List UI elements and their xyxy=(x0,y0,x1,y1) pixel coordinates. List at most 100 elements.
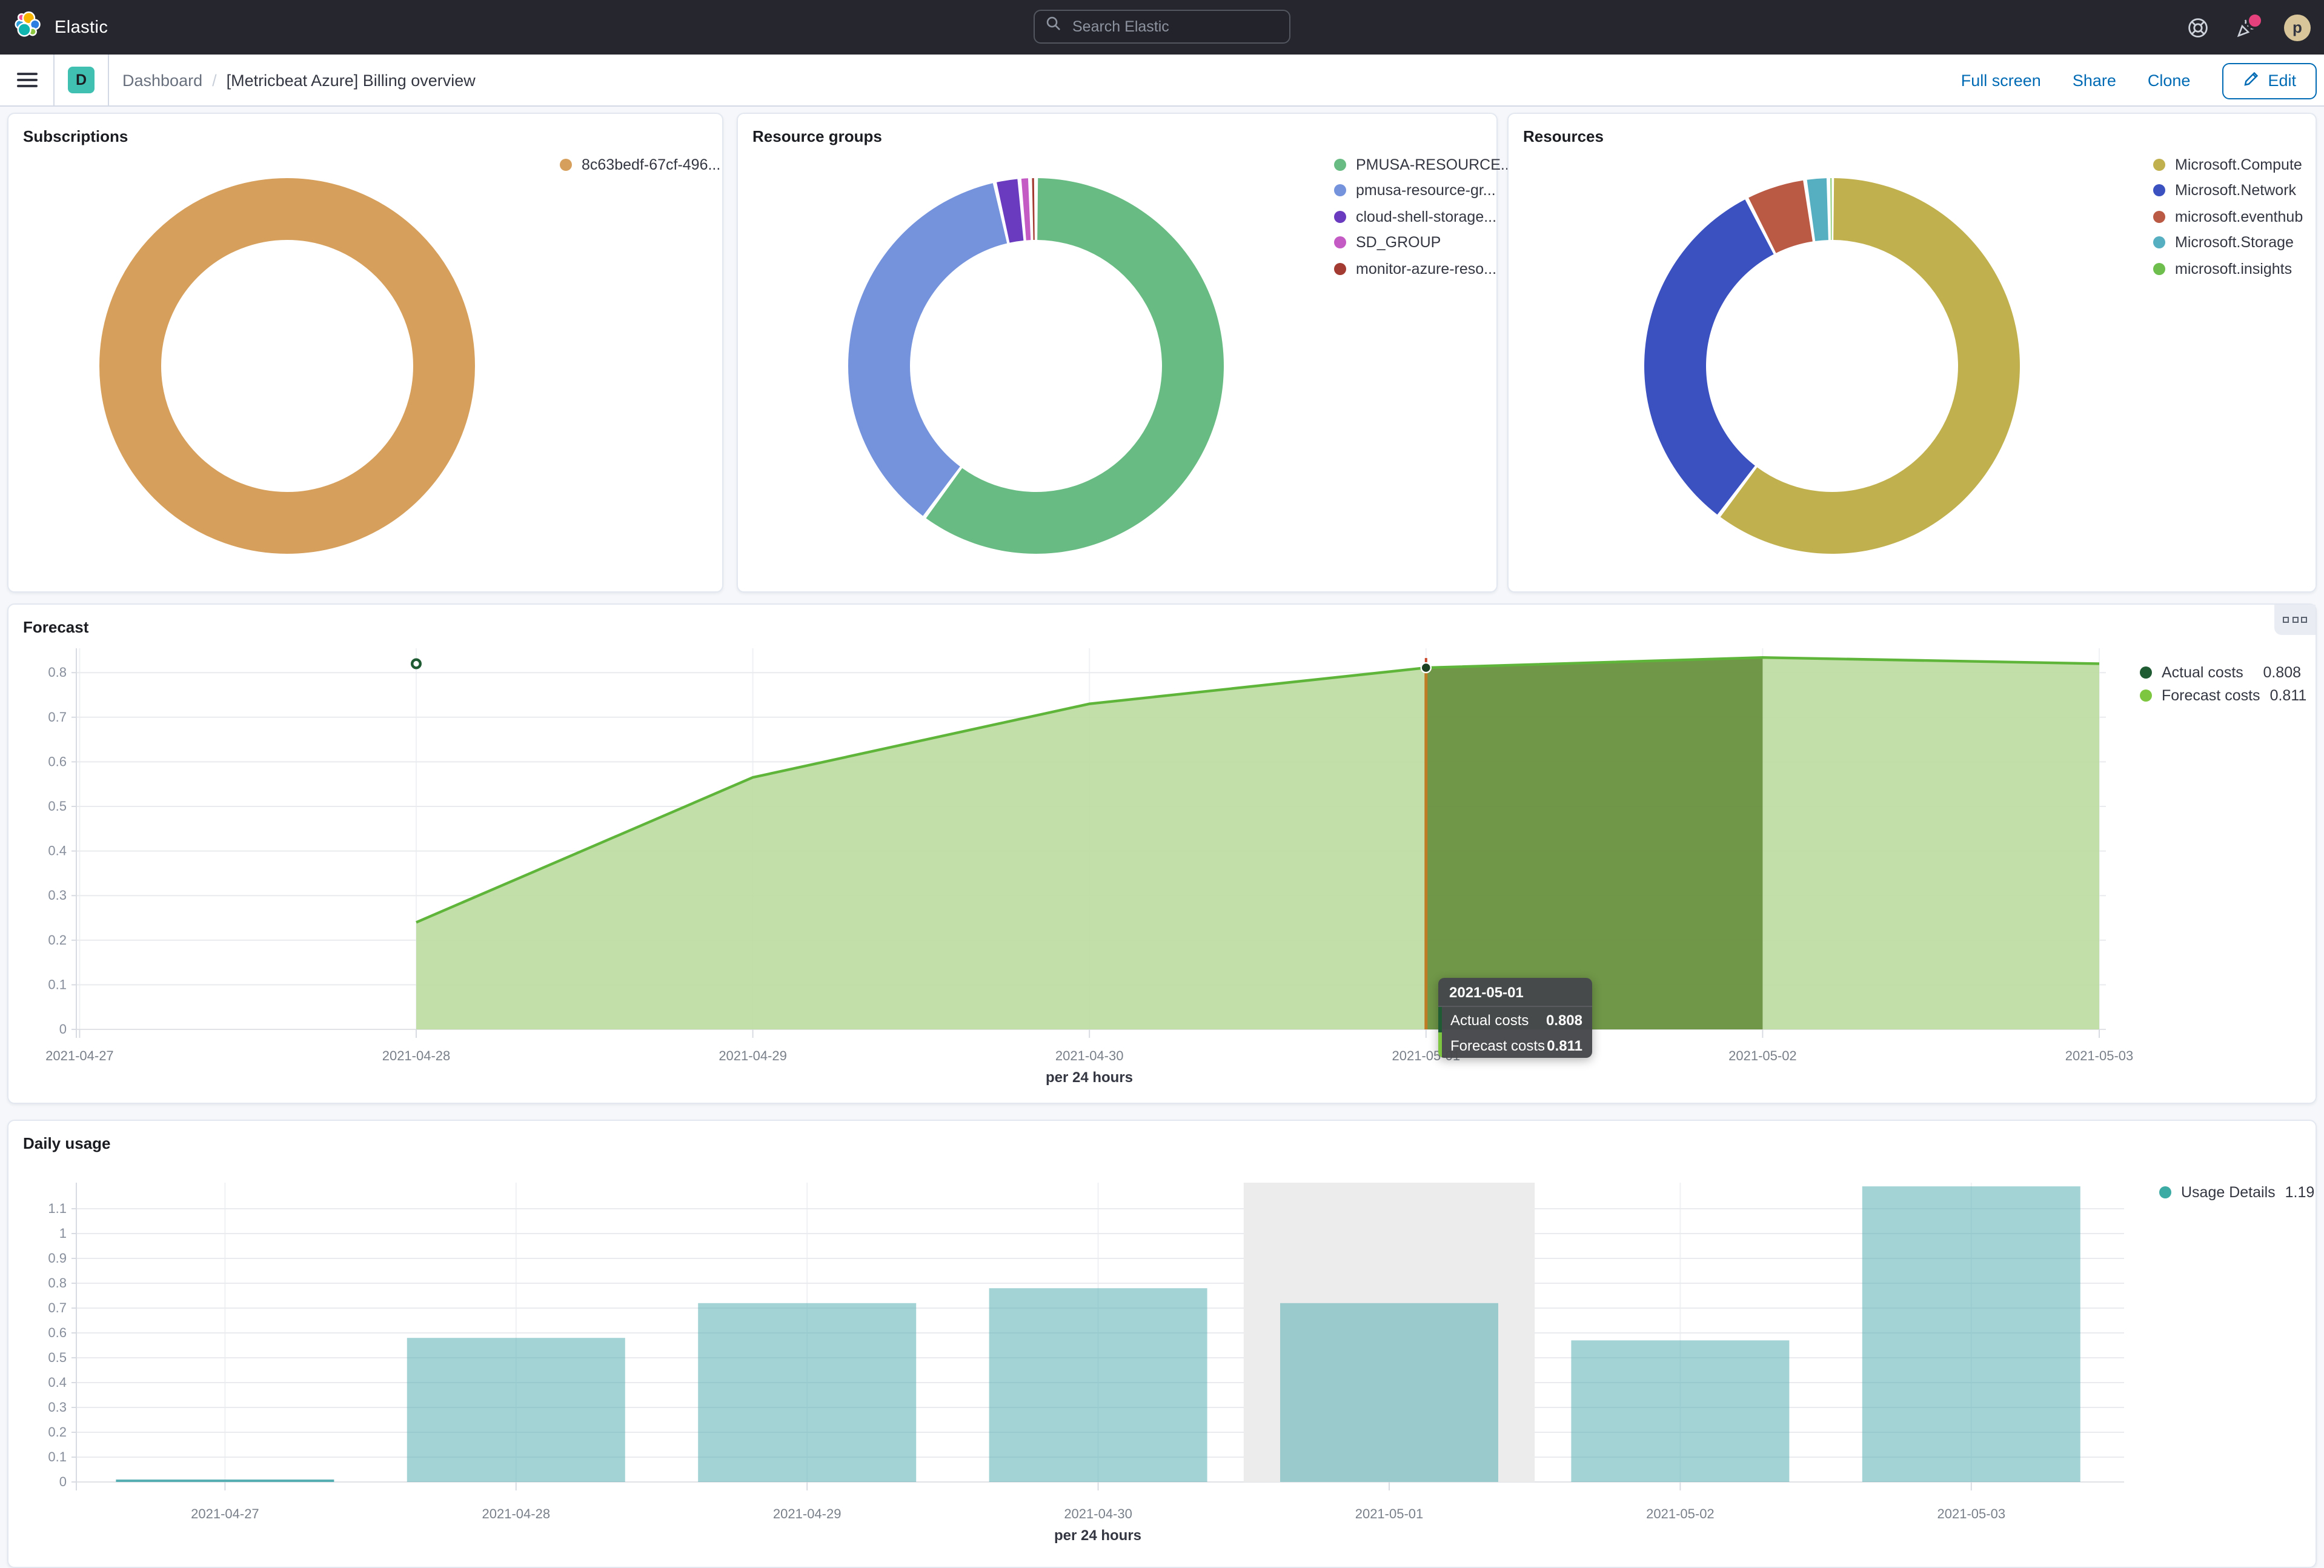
svg-text:2021-04-28: 2021-04-28 xyxy=(382,1048,451,1063)
legend-item[interactable]: pmusa-resource-gr... xyxy=(1334,178,1513,204)
user-avatar[interactable]: p xyxy=(2284,14,2311,41)
svg-text:0.9: 0.9 xyxy=(48,1251,67,1266)
tooltip-label: Forecast costs xyxy=(1450,1037,1545,1054)
svg-text:0.5: 0.5 xyxy=(48,1350,67,1365)
app-header: Elastic xyxy=(0,0,2324,55)
legend-color-dot xyxy=(1334,158,1346,171)
svg-text:0.4: 0.4 xyxy=(48,1375,67,1390)
legend-color-dot xyxy=(2153,184,2165,197)
svg-text:0: 0 xyxy=(59,1474,67,1489)
legend-color-dot xyxy=(1334,210,1346,223)
legend-label: microsoft.insights xyxy=(2175,260,2292,277)
legend-item[interactable]: Microsoft.Storage xyxy=(2153,230,2303,256)
svg-text:0.8: 0.8 xyxy=(48,665,67,680)
legend-color-dot xyxy=(2153,158,2165,171)
legend-label: Usage Details xyxy=(2181,1183,2276,1201)
edit-button[interactable]: Edit xyxy=(2222,62,2317,99)
legend-color-dot xyxy=(2140,689,2152,702)
svg-text:per 24 hours: per 24 hours xyxy=(1054,1527,1141,1544)
chart-legend: PMUSA-RESOURCE... pmusa-resource-gr... clo… xyxy=(1334,151,1513,282)
subscriptions-donut-chart[interactable] xyxy=(8,114,725,594)
legend-item[interactable]: 8c63bedf-67cf-496... xyxy=(560,151,720,178)
svg-text:0.2: 0.2 xyxy=(48,932,67,948)
legend-label: 8c63bedf-67cf-496... xyxy=(582,156,721,173)
legend-color-dot xyxy=(560,158,572,171)
chart-legend: Usage Details 1.19 xyxy=(2159,1180,2314,1204)
legend-item[interactable]: SD_GROUP xyxy=(1334,230,1513,256)
share-button[interactable]: Share xyxy=(2072,71,2116,90)
svg-text:0.8: 0.8 xyxy=(48,1275,67,1291)
svg-text:0.2: 0.2 xyxy=(48,1424,67,1440)
svg-text:2021-04-28: 2021-04-28 xyxy=(482,1506,551,1521)
page-title: [Metricbeat Azure] Billing overview xyxy=(226,71,476,89)
legend-item[interactable]: Microsoft.Network xyxy=(2153,178,2303,204)
chart-legend: Actual costs 0.808 Forecast costs 0.811 xyxy=(2140,660,2306,708)
svg-text:2021-04-27: 2021-04-27 xyxy=(191,1506,259,1521)
panel-title: Resource groups xyxy=(752,127,882,145)
breadcrumb-dashboard[interactable]: Dashboard xyxy=(122,71,203,89)
legend-label: SD_GROUP xyxy=(1356,234,1441,251)
search-input[interactable] xyxy=(1070,17,1278,36)
legend-color-dot xyxy=(2153,210,2165,223)
legend-item[interactable]: Forecast costs 0.811 xyxy=(2140,684,2306,708)
legend-label: Actual costs xyxy=(2162,663,2243,681)
legend-item[interactable]: cloud-shell-storage... xyxy=(1334,204,1513,230)
legend-label: microsoft.eventhub xyxy=(2175,208,2303,225)
legend-label: Forecast costs xyxy=(2162,687,2260,705)
svg-text:0.3: 0.3 xyxy=(48,888,67,903)
svg-text:0.7: 0.7 xyxy=(48,1300,67,1315)
svg-text:0.4: 0.4 xyxy=(48,843,67,859)
legend-color-dot xyxy=(2153,236,2165,249)
panel-daily-usage: Daily usage 0 0.1 0.2 0.3 0.4 0.5 0.6 0.7 0.8 0.9… xyxy=(7,1120,2317,1568)
svg-text:2021-05-02: 2021-05-02 xyxy=(1646,1506,1715,1521)
svg-text:0.3: 0.3 xyxy=(48,1400,67,1415)
forecast-area-chart[interactable]: 0 0.1 0.2 0.3 0.4 0.5 0.6 0.7 0.8 2021-04-27 2021-… xyxy=(8,605,2318,1105)
svg-text:2021-04-30: 2021-04-30 xyxy=(1064,1506,1132,1521)
svg-text:0.6: 0.6 xyxy=(48,1325,67,1340)
divider xyxy=(108,54,109,106)
svg-text:per 24 hours: per 24 hours xyxy=(1046,1069,1133,1086)
full-screen-button[interactable]: Full screen xyxy=(1960,71,2041,90)
svg-text:2021-05-01: 2021-05-01 xyxy=(1355,1506,1424,1521)
panel-title: Forecast xyxy=(23,618,89,636)
svg-text:0: 0 xyxy=(59,1022,67,1037)
tooltip-date: 2021-05-01 xyxy=(1438,978,1592,1007)
svg-text:0.1: 0.1 xyxy=(48,1449,67,1464)
resource-groups-donut-chart[interactable] xyxy=(738,114,1499,594)
legend-label: pmusa-resource-gr... xyxy=(1356,182,1496,199)
global-search[interactable] xyxy=(1034,10,1290,44)
brand: Elastic xyxy=(0,9,108,45)
legend-label: cloud-shell-storage... xyxy=(1356,208,1497,225)
legend-item[interactable]: microsoft.eventhub xyxy=(2153,204,2303,230)
svg-text:2021-05-02: 2021-05-02 xyxy=(1728,1048,1797,1063)
menu-hamburger-icon[interactable] xyxy=(17,72,38,88)
tooltip-label: Actual costs xyxy=(1450,1011,1529,1028)
resources-donut-chart[interactable] xyxy=(1509,114,2318,594)
space-avatar[interactable]: D xyxy=(68,67,95,93)
clone-button[interactable]: Clone xyxy=(2147,71,2191,90)
tooltip-row: Forecast costs 0.811 xyxy=(1438,1032,1592,1058)
legend-item[interactable]: PMUSA-RESOURCE... xyxy=(1334,151,1513,178)
legend-color-dot xyxy=(2140,666,2152,679)
legend-item[interactable]: microsoft.insights xyxy=(2153,256,2303,282)
legend-item[interactable]: Microsoft.Compute xyxy=(2153,151,2303,178)
newsfeed-party-popper-icon[interactable] xyxy=(2236,12,2263,38)
svg-text:1.1: 1.1 xyxy=(48,1201,67,1216)
legend-item[interactable]: Usage Details 1.19 xyxy=(2159,1180,2314,1204)
panel-options-icon[interactable] xyxy=(2274,605,2316,635)
chart-legend: Microsoft.Compute Microsoft.Network micros… xyxy=(2153,151,2303,282)
legend-item[interactable]: Actual costs 0.808 xyxy=(2140,660,2301,684)
elastic-logo-icon[interactable] xyxy=(13,9,44,45)
legend-value: 0.811 xyxy=(2269,687,2307,705)
svg-text:2021-05-03: 2021-05-03 xyxy=(1937,1506,2006,1521)
legend-label: Microsoft.Storage xyxy=(2175,234,2294,251)
daily-usage-bar-chart[interactable]: 0 0.1 0.2 0.3 0.4 0.5 0.6 0.7 0.8 0.9 1 1.1 2021-04-… xyxy=(8,1121,2318,1557)
chart-tooltip: 2021-05-01 Actual costs 0.808 Forecast cos… xyxy=(1438,978,1592,1058)
breadcrumb: Dashboard / [Metricbeat Azure] Billing o… xyxy=(122,71,476,89)
svg-text:1: 1 xyxy=(59,1226,67,1241)
svg-text:2021-05-03: 2021-05-03 xyxy=(2065,1048,2134,1063)
legend-color-dot xyxy=(1334,236,1346,249)
svg-text:0.5: 0.5 xyxy=(48,799,67,814)
legend-item[interactable]: monitor-azure-reso... xyxy=(1334,256,1513,282)
help-lifebuoy-icon[interactable] xyxy=(2187,16,2209,38)
